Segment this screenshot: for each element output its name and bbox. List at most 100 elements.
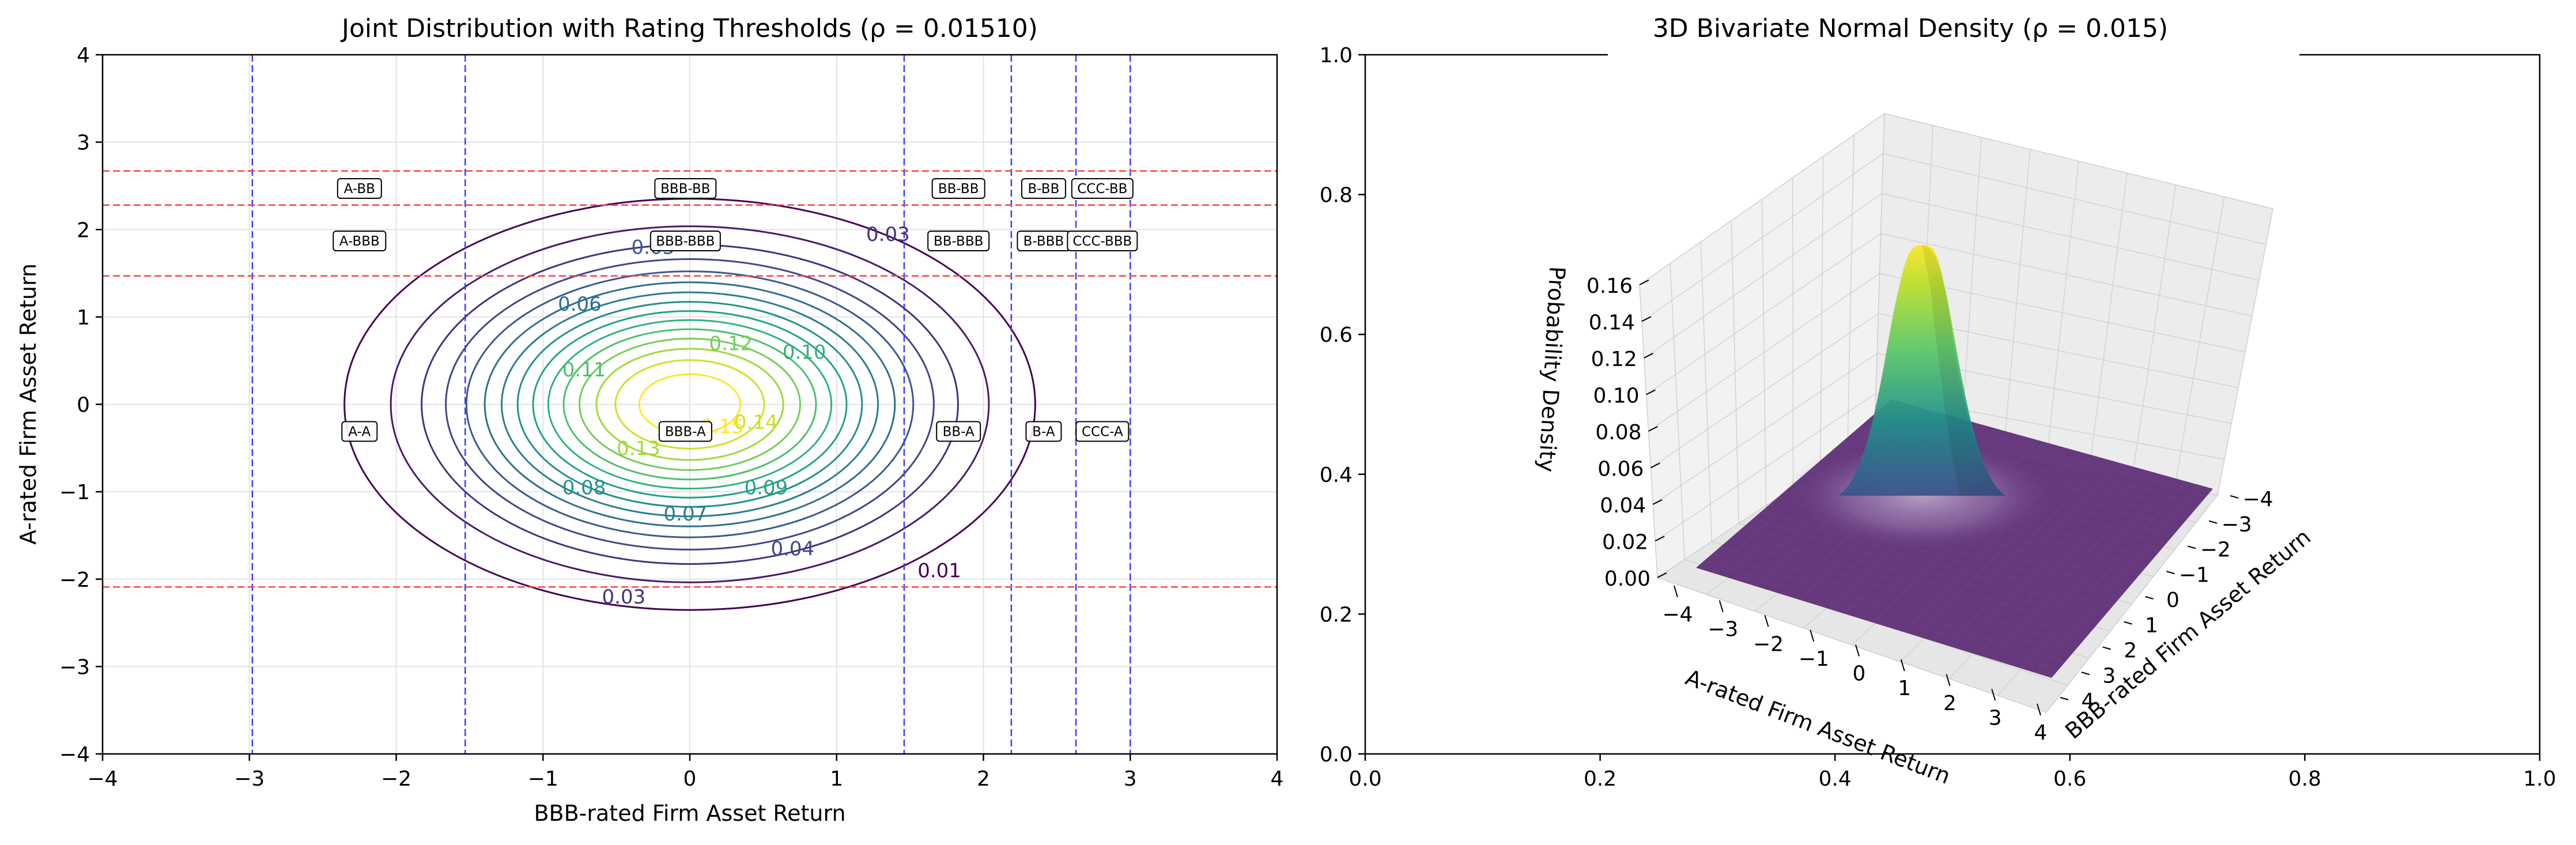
region-label-box: [927, 230, 990, 251]
left-ylabel: A-rated Firm Asset Return: [16, 263, 41, 545]
z-tick-label: 0.16: [1587, 274, 1633, 298]
y3d-tick-label: −4: [2242, 488, 2273, 511]
contour-line: [595, 348, 784, 461]
contour-label: 0.13: [617, 437, 660, 460]
y-tick-label: 2: [77, 218, 90, 242]
z-tick-label: 0.10: [1593, 384, 1639, 408]
left-title: Joint Distribution with Rating Threshold…: [340, 14, 1038, 43]
region-label: CCC-A: [1082, 425, 1123, 440]
y3d-tick-label: 2: [2124, 639, 2137, 663]
z-tick-mark: [1648, 426, 1658, 432]
region-label-box: [333, 230, 387, 251]
z-tick-label: 0.12: [1591, 348, 1637, 371]
y-tick-label: −1: [59, 481, 90, 504]
axes2d-x-tick-label: 0.6: [2053, 767, 2086, 791]
region-label-box: [341, 421, 378, 442]
y3d-tick-label: −3: [2222, 513, 2252, 537]
x-tick-label: 3: [1124, 767, 1137, 791]
pane-grid-line: [1820, 156, 1824, 470]
z-tick-mark: [1644, 353, 1654, 359]
region-label-box: [649, 230, 721, 251]
y3d-tick-mark: [2102, 646, 2112, 650]
pane-grid-line: [1648, 273, 1880, 432]
contour-label: 0.04: [770, 538, 814, 561]
surface-mesh-line: [2036, 485, 2200, 674]
surface-peak-shade: [1922, 245, 2005, 496]
y3d-tick-mark: [2060, 697, 2069, 700]
region-label-box: [654, 178, 717, 199]
region-label: A-A: [348, 425, 371, 440]
axes2d-x-tick-label: 0.8: [2288, 767, 2321, 791]
x3d-tick-label: −2: [1753, 632, 1784, 656]
z-tick-mark: [1641, 316, 1652, 322]
x-tick-label: −3: [234, 767, 265, 791]
contour-label: 0.01: [917, 560, 961, 583]
region-label: BB-BBB: [934, 234, 983, 249]
z-tick-label: 0.08: [1595, 421, 1641, 444]
y-tick-label: 3: [77, 131, 90, 155]
left-grid: [102, 54, 1278, 755]
axes2d-y-tick-label: 0.4: [1320, 463, 1353, 487]
z-tick-label: 0.14: [1589, 311, 1635, 335]
x3d-tick-mark: [1946, 674, 1951, 686]
region-label: A-BB: [344, 182, 375, 197]
contour-line: [614, 359, 765, 450]
region-label: CCC-BBB: [1072, 234, 1132, 249]
x3d-tick-mark: [1674, 585, 1678, 598]
contour-label: 0.09: [745, 477, 788, 500]
right-top-gap: [1608, 52, 2299, 58]
contour-label: 0.14: [734, 411, 778, 434]
region-label: B-BB: [1028, 182, 1060, 197]
surface-mesh-line: [2007, 477, 2173, 665]
region-label: CCC-BB: [1077, 182, 1127, 197]
x3d-tick-label: 4: [2034, 721, 2048, 745]
x-tick-label: −1: [528, 767, 558, 791]
right-2d-ticks: 0.0 0.2 0.4 0.6 0.8 1.0 0.0 0.2 0.4 0.6 0.8 1.0: [1320, 44, 2556, 791]
z-tick-label: 0.02: [1602, 531, 1648, 554]
axes2d-x-tick-label: 0.4: [1819, 767, 1852, 791]
x-tick-label: 2: [977, 767, 990, 791]
x3d-tick-mark: [1764, 614, 1769, 627]
x-tick-label: −2: [381, 767, 411, 791]
z-tick-mark: [1646, 389, 1656, 395]
contour-line: [465, 270, 915, 538]
axes2d-x-tick-label: 1.0: [2523, 767, 2556, 791]
x3d-tick-mark: [1718, 600, 1724, 612]
y3d-tick-mark: [2208, 520, 2218, 524]
region-label: BBB-BBB: [656, 234, 715, 249]
x3d-tick-mark: [1855, 644, 1860, 657]
threshold-lines: [103, 55, 1277, 754]
left-ticks: −4−4 −3 −3 −2 −2 −1 −1 0 0 1 1 2 2 3 3 4 4: [59, 44, 1284, 791]
z-tick-mark: [1657, 572, 1667, 578]
y3d-tick-mark: [2166, 571, 2175, 575]
contour-label: 0.12: [709, 332, 753, 355]
y3d-tick-mark: [2145, 596, 2154, 599]
y3d-tick-mark: [2124, 621, 2132, 625]
y-tick-label: 1: [77, 306, 90, 330]
axes2d-y-tick-label: 0.0: [1320, 743, 1353, 767]
region-label-box: [1075, 421, 1130, 442]
contour-line: [390, 225, 990, 583]
contour-line: [484, 281, 896, 527]
right-3d-ticks: 0.000.020.040.060.080.100.120.140.16−4−3…: [1587, 274, 2273, 745]
axes2d-x-tick-label: 0.0: [1349, 767, 1381, 791]
axes2d-x-tick-label: 0.2: [1584, 767, 1616, 791]
z-tick-label: 0.04: [1600, 494, 1646, 518]
contour-line: [547, 319, 833, 490]
region-label-box: [1071, 178, 1134, 199]
y3d-tick-label: −1: [2179, 563, 2209, 587]
region-labels: A-BB BBB-BB BB-BB B-BB CCC-BB A-BBB BBB-BBB BB-…: [333, 178, 1138, 442]
pane-grid-line: [1847, 135, 1854, 452]
surface-mesh-line: [2022, 481, 2186, 669]
x-tick-label: −4: [87, 767, 118, 791]
y3d-tick-label: −2: [2200, 538, 2231, 562]
y3d-tick-mark: [2187, 545, 2196, 549]
y3d-tick-mark: [2230, 495, 2239, 499]
surface-panel: 3D Bivariate Normal Density (ρ = 0.015) …: [1320, 14, 2556, 791]
pane-grid-line: [2131, 184, 2177, 480]
z-tick-mark: [1639, 280, 1649, 285]
contour-label: 0.03: [866, 223, 910, 246]
region-label-box: [1067, 230, 1138, 251]
y-tick-label: 0: [77, 394, 90, 417]
z-tick-label: 0.00: [1604, 567, 1650, 591]
